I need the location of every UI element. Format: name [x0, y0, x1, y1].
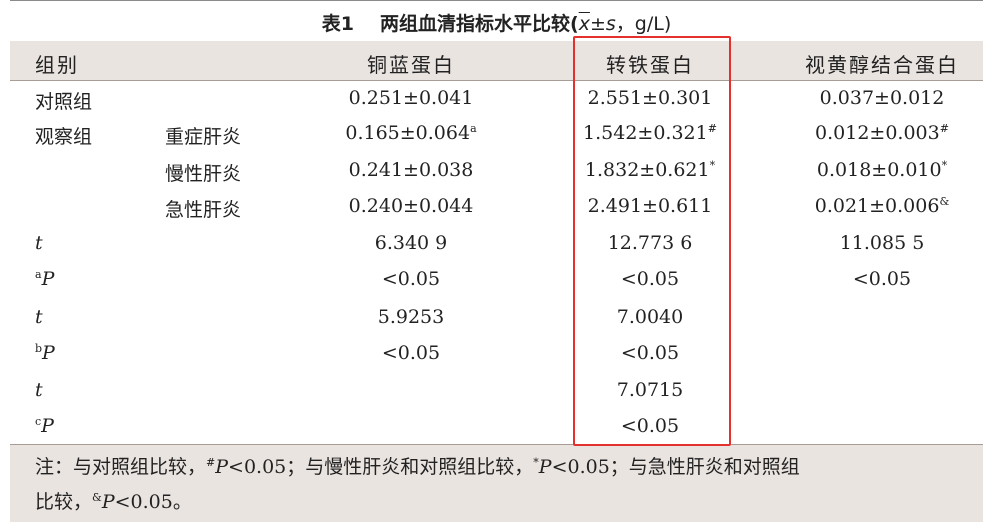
row-value: 1.542±0.321# — [583, 122, 717, 144]
header-transferrin: 转铁蛋白 — [606, 53, 694, 77]
row-subgroup: 慢性肝炎 — [165, 163, 242, 185]
footnote-line-1: 注：与对照组比较，#P<0.05；与慢性肝炎和对照组比较，*P<0.05；与急性… — [35, 456, 800, 478]
footnote-line-2: 比较，&P<0.05。 — [35, 491, 192, 513]
table-number: 表1 — [321, 13, 354, 35]
stat-label: t — [35, 306, 43, 328]
column-highlight-box — [573, 36, 731, 446]
stat-value: 7.0040 — [616, 306, 684, 328]
stat-value: 12.773 6 — [607, 232, 693, 254]
row-group: 对照组 — [35, 91, 93, 113]
stat-value: 11.085 5 — [839, 232, 925, 254]
stat-value: 5.9253 — [377, 306, 445, 328]
table-title-text: 两组血清指标水平比较( — [380, 13, 579, 35]
stat-label: t — [35, 379, 43, 401]
header-group: 组别 — [35, 53, 79, 77]
stat-label: t — [35, 232, 43, 254]
row-value: 0.021±0.006& — [814, 195, 950, 217]
stat-value: <0.05 — [852, 268, 912, 290]
row-value: 0.165±0.064a — [345, 122, 477, 144]
title-plus-minus: ± — [589, 13, 606, 35]
row-value: 0.012±0.003# — [815, 122, 949, 144]
title-mean-symbol: x — [578, 13, 590, 35]
row-value: 0.018±0.010* — [816, 159, 948, 181]
title-unit: ，g/L) — [615, 13, 672, 35]
stat-value: <0.05 — [620, 342, 680, 364]
stat-label: aP — [35, 268, 55, 290]
row-value: 0.241±0.038 — [348, 159, 474, 181]
stat-label: bP — [35, 342, 55, 364]
header-band — [10, 41, 983, 81]
row-value: 2.551±0.301 — [587, 87, 713, 109]
stat-value: <0.05 — [381, 268, 441, 290]
title-sd-symbol: s — [605, 13, 616, 35]
row-group: 观察组 — [35, 126, 93, 148]
row-value: 0.240±0.044 — [348, 195, 474, 217]
note-band — [10, 444, 983, 522]
row-subgroup: 急性肝炎 — [165, 199, 242, 221]
row-value: 0.037±0.012 — [819, 87, 945, 109]
stat-label: cP — [35, 415, 54, 437]
stat-value: 6.340 9 — [374, 232, 448, 254]
top-rule — [10, 0, 983, 4]
row-value: 1.832±0.621* — [584, 159, 716, 181]
row-subgroup: 重症肝炎 — [165, 126, 242, 148]
stat-value: 7.0715 — [616, 379, 684, 401]
row-value: 2.491±0.611 — [587, 195, 713, 217]
header-ceruloplasmin: 铜蓝蛋白 — [367, 53, 455, 77]
table-title: 表1 两组血清指标水平比较(x±s，g/L) — [0, 9, 993, 36]
row-value: 0.251±0.041 — [348, 87, 474, 109]
header-retinol-binding-protein: 视黄醇结合蛋白 — [805, 53, 959, 77]
stat-value: <0.05 — [620, 415, 680, 437]
stat-value: <0.05 — [381, 342, 441, 364]
stat-value: <0.05 — [620, 268, 680, 290]
